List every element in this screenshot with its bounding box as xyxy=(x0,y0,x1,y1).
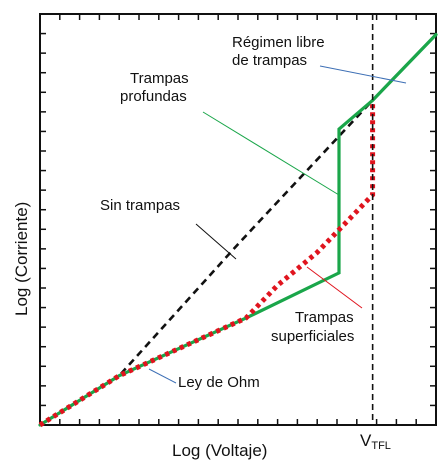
label-profundas-1: Trampas xyxy=(130,70,189,87)
series-trampas-profundas xyxy=(38,32,438,427)
pointer-profundas xyxy=(202,111,340,196)
pointer-superficiales xyxy=(306,266,363,309)
label-superficiales-2: superficiales xyxy=(271,328,354,345)
pointer-sin xyxy=(195,223,237,260)
vtfl-label-main: V xyxy=(360,431,372,450)
label-superficiales-1: Trampas xyxy=(295,309,354,326)
x-axis-label: Log (Voltaje) xyxy=(172,441,267,460)
plot-frame xyxy=(39,13,437,426)
pointer-lines xyxy=(148,65,407,384)
label-regimen-1: Régimen libre xyxy=(232,34,325,51)
tick-marks xyxy=(40,14,436,425)
y-axis-label: Log (Corriente) xyxy=(12,202,31,316)
pointer-regimen xyxy=(319,65,407,84)
pointer-ohm xyxy=(148,368,177,384)
label-profundas-2: profundas xyxy=(120,88,187,105)
label-sin-trampas: Sin trampas xyxy=(100,197,180,214)
label-ohm: Ley de Ohm xyxy=(178,374,260,391)
label-regimen-2: de trampas xyxy=(232,52,307,69)
vtfl-label-sub: TFL xyxy=(371,440,391,452)
series-group xyxy=(38,32,438,428)
series-sin-trampas xyxy=(39,99,374,427)
vtfl-label: VTFL xyxy=(360,431,391,452)
